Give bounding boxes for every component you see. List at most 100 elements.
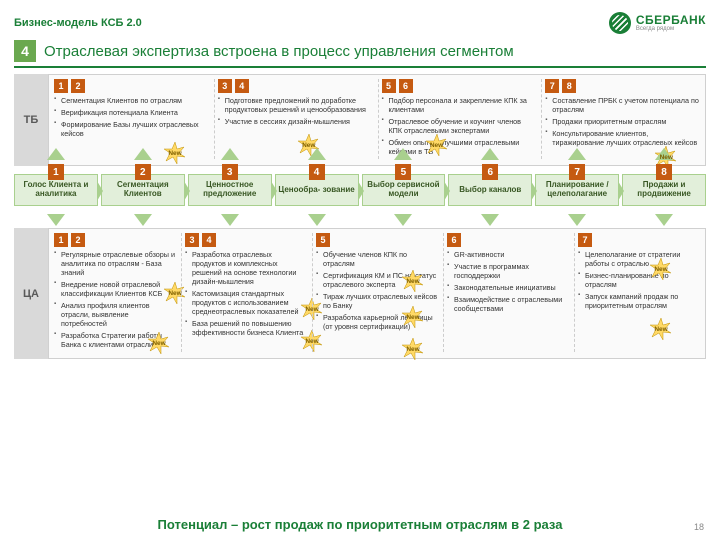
ca-label: ЦА: [14, 228, 48, 359]
bullet-item: База решений по повышению эффективности …: [185, 319, 307, 337]
col-ref-6: 6: [447, 233, 461, 247]
stage-number: 7: [569, 164, 585, 180]
stage-number: 8: [656, 164, 672, 180]
arrow-down-icon: [394, 214, 412, 226]
new-badge-icon: New: [401, 305, 425, 329]
bullet-item: Целеполагание от стратегии работы с отра…: [578, 250, 700, 268]
footer-text: Потенциал – рост продаж по приоритетным …: [0, 517, 720, 532]
stage-1: 1Голос Клиента и аналитика: [14, 174, 98, 206]
stage-6: 6Выбор каналов: [448, 174, 532, 206]
bullet-item: Подготовке предложений по доработке прод…: [218, 96, 373, 114]
arrow-down-icon: [134, 214, 152, 226]
arrow-down-icon: [481, 214, 499, 226]
col-ref-4: 4: [202, 233, 216, 247]
arrow-up-icon: [568, 148, 586, 160]
new-badge-icon: New: [425, 133, 449, 157]
ca-row: ЦА 12 Регулярные отраслевые обзоры и анал…: [14, 228, 706, 359]
col-ref-5: 5: [382, 79, 396, 93]
stage-number: 3: [222, 164, 238, 180]
bullet-item: Бизнес-планирование по отраслям: [578, 271, 700, 289]
col-ref-5: 5: [316, 233, 330, 247]
stages-row: 1Голос Клиента и аналитика2Сегментация К…: [14, 174, 706, 206]
bullet-item: Законодательные инициативы: [447, 283, 569, 292]
col-ref-2: 2: [71, 233, 85, 247]
logo-icon: [609, 12, 631, 34]
arrow-up-icon: [394, 148, 412, 160]
arrow-down-icon: [655, 214, 673, 226]
stage-number: 6: [482, 164, 498, 180]
arrow-down-icon: [308, 214, 326, 226]
stage-7: 7Планирование / целеполагание: [535, 174, 619, 206]
logo: СБЕРБАНК Всегда рядом: [609, 12, 706, 34]
logo-tagline: Всегда рядом: [636, 26, 706, 32]
col-ref-6: 6: [399, 79, 413, 93]
new-badge-icon: New: [401, 337, 425, 361]
stage-3: 3Ценностное предложение: [188, 174, 272, 206]
col-ref-1: 1: [54, 79, 68, 93]
new-badge-icon: New: [649, 317, 673, 341]
bullet-item: Участие в сессиях дизайн-мышления: [218, 117, 373, 126]
bullet-item: Формирование Базы лучших отраслевых кейс…: [54, 120, 209, 138]
content-column: 34 Подготовке предложений по доработке пр…: [214, 79, 376, 159]
bullet-item: GR-активности: [447, 250, 569, 259]
col-ref-7: 7: [545, 79, 559, 93]
tb-row: ТБ 12 Сегментация Клиентов по отраслям Вер…: [14, 74, 706, 166]
arrow-up-icon: [481, 148, 499, 160]
content-column: 12 Сегментация Клиентов по отраслям Верифи…: [51, 79, 212, 159]
arrow-up-icon: [134, 148, 152, 160]
bullet-item: Анализ профиля клиентов отрасли, выявлен…: [54, 301, 176, 328]
bullet-item: Взаимодействие с отраслевыми сообществам…: [447, 295, 569, 313]
header-left: Бизнес-модель КСБ 2.0: [14, 17, 142, 29]
section-number: 4: [14, 40, 36, 62]
stage-4: 4Ценообра- зование: [275, 174, 359, 206]
arrow-down-icon: [221, 214, 239, 226]
col-ref-1: 1: [54, 233, 68, 247]
new-badge-icon: New: [649, 257, 673, 281]
bullet-item: Внедрение новой отраслевой классификации…: [54, 280, 176, 298]
stage-number: 2: [135, 164, 151, 180]
col-ref-8: 8: [562, 79, 576, 93]
bullet-item: Продажи приоритетным отраслям: [545, 117, 700, 126]
stage-5: 5Выбор сервисной модели: [362, 174, 446, 206]
new-badge-icon: New: [401, 269, 425, 293]
content-column: 34 Разработка отраслевых продуктов и комп…: [181, 233, 310, 352]
content-column: 78 Составление ПРБК с учетом потенциала п…: [541, 79, 703, 159]
bullet-item: Отраслевое обучение и коучинг членов КПК…: [382, 117, 537, 135]
bullet-item: Сегментация Клиентов по отраслям: [54, 96, 209, 105]
arrow-down-icon: [568, 214, 586, 226]
content-column: 12 Регулярные отраслевые обзоры и аналити…: [51, 233, 179, 352]
bullet-item: Обучение членов КПК по отраслям: [316, 250, 438, 268]
col-ref-3: 3: [218, 79, 232, 93]
bullet-item: Разработка отраслевых продуктов и компле…: [185, 250, 307, 286]
content-column: 56 Подбор персонала и закрепление КПК за …: [378, 79, 540, 159]
page-title: Отраслевая экспертиза встроена в процесс…: [44, 43, 514, 60]
stage-2: 2Сегментация Клиентов: [101, 174, 185, 206]
stage-number: 4: [309, 164, 325, 180]
col-ref-2: 2: [71, 79, 85, 93]
new-badge-icon: New: [163, 141, 187, 165]
content-column: 7 Целеполагание от стратегии работы с отр…: [574, 233, 703, 352]
content-column: 6 GR-активности Участие в программах госпо…: [443, 233, 572, 352]
bullet-item: Подбор персонала и закрепление КПК за кл…: [382, 96, 537, 114]
bullet-item: Участие в программах господдержки: [447, 262, 569, 280]
col-ref-7: 7: [578, 233, 592, 247]
arrow-up-icon: [47, 148, 65, 160]
bullet-item: Кастомизация стандартных продуктов с исп…: [185, 289, 307, 316]
arrow-down-icon: [47, 214, 65, 226]
col-ref-3: 3: [185, 233, 199, 247]
stage-number: 1: [48, 164, 64, 180]
bullet-item: Составление ПРБК с учетом потенциала по …: [545, 96, 700, 114]
stage-number: 5: [395, 164, 411, 180]
bullet-item: Запуск кампаний продаж по приоритетным о…: [578, 292, 700, 310]
tb-label: ТБ: [14, 74, 48, 166]
bullet-item: Верификация потенциала Клиента: [54, 108, 209, 117]
arrow-up-icon: [308, 148, 326, 160]
logo-brand: СБЕРБАНК: [636, 14, 706, 26]
content-column: 5Обучение членов КПК по отраслямСертифик…: [312, 233, 441, 352]
page-number: 18: [694, 522, 704, 532]
col-ref-4: 4: [235, 79, 249, 93]
new-badge-icon: New: [147, 331, 171, 355]
stage-8: 8Продажи и продвижение: [622, 174, 706, 206]
bullet-item: Регулярные отраслевые обзоры и аналитика…: [54, 250, 176, 277]
arrow-up-icon: [221, 148, 239, 160]
